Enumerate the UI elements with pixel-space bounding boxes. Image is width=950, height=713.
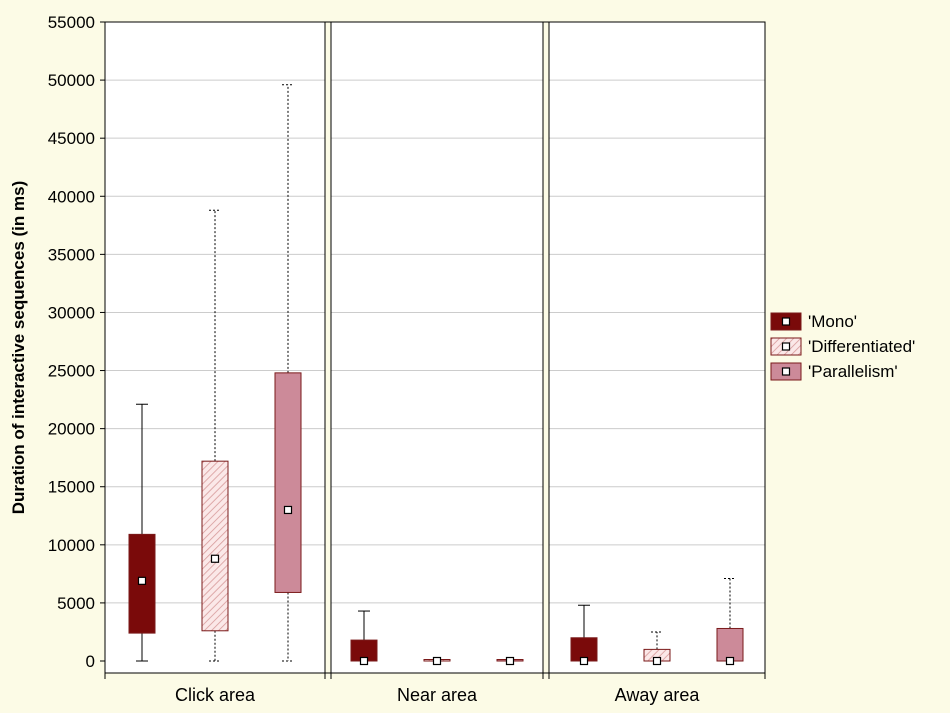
x-category-label: Near area xyxy=(397,685,478,705)
boxes xyxy=(128,84,744,666)
legend-label: 'Parallelism' xyxy=(808,362,898,381)
axes: 0 5000 10000 15000 20000 25000 30000 35000 40000… xyxy=(48,13,766,705)
legend: 'Mono' 'Differentiated' 'Parallelism' xyxy=(770,312,915,381)
legend-label: 'Differentiated' xyxy=(808,337,915,356)
y-tick-label: 20000 xyxy=(48,420,95,439)
y-tick-label: 30000 xyxy=(48,303,95,322)
legend-marker xyxy=(781,367,791,376)
box-1-0 xyxy=(350,610,378,666)
legend-entry: 'Parallelism' xyxy=(770,362,898,381)
median-marker xyxy=(505,656,515,666)
box-rect xyxy=(201,460,229,632)
median-marker xyxy=(652,656,662,666)
y-tick-label: 0 xyxy=(86,652,95,671)
box-rect xyxy=(716,627,744,662)
box-2-2 xyxy=(716,578,744,666)
panel-separator xyxy=(325,22,331,673)
y-axis-label: Duration of interactive sequences (in ms… xyxy=(9,181,28,514)
y-tick-label: 5000 xyxy=(57,594,95,613)
median-marker xyxy=(432,656,442,666)
box-1-1 xyxy=(423,656,451,666)
y-tick-label: 55000 xyxy=(48,13,95,32)
median-marker xyxy=(210,554,220,563)
x-category-label: Away area xyxy=(615,685,701,705)
y-tick-label: 10000 xyxy=(48,536,95,555)
box-rect xyxy=(274,372,302,593)
median-marker xyxy=(283,505,293,515)
box-0-0 xyxy=(128,403,156,662)
box-0-2 xyxy=(274,84,302,662)
median-marker xyxy=(725,656,735,666)
y-tick-label: 25000 xyxy=(48,362,95,381)
median-marker xyxy=(137,576,147,585)
x-category-label: Click area xyxy=(175,685,256,705)
legend-marker xyxy=(781,342,791,351)
legend-marker xyxy=(781,317,791,326)
legend-entry: 'Mono' xyxy=(770,312,857,331)
box-2-0 xyxy=(570,604,598,666)
y-tick-label: 35000 xyxy=(48,245,95,264)
legend-entry: 'Differentiated' xyxy=(770,337,915,356)
y-tick-label: 40000 xyxy=(48,187,95,206)
panel-separators xyxy=(324,22,550,673)
y-tick-label: 50000 xyxy=(48,71,95,90)
box-1-2 xyxy=(496,656,524,666)
box-0-1 xyxy=(201,209,229,662)
y-tick-label: 45000 xyxy=(48,129,95,148)
median-marker xyxy=(359,656,369,666)
box-2-1 xyxy=(643,631,671,666)
legend-label: 'Mono' xyxy=(808,312,857,331)
plot-frame xyxy=(104,21,766,674)
y-tick-label: 15000 xyxy=(48,478,95,497)
median-marker xyxy=(579,656,589,666)
panel-separator xyxy=(543,22,549,673)
